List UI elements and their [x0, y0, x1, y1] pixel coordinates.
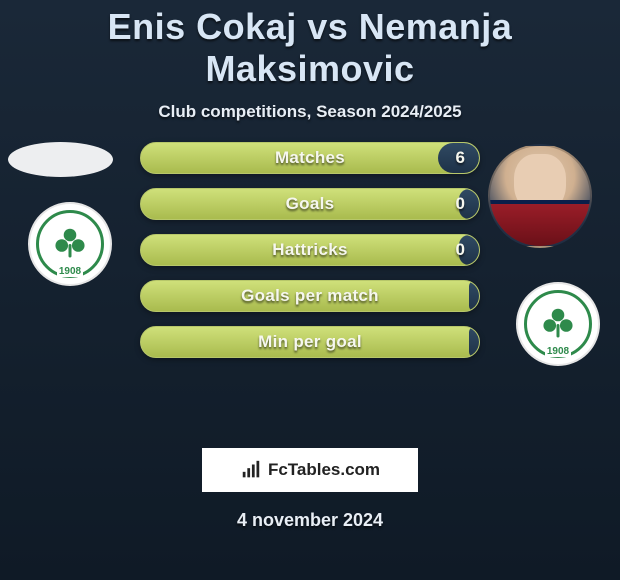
stat-label: Goals per match	[141, 281, 479, 311]
club-logo-inner: 1908	[36, 210, 104, 278]
brand-text: FcTables.com	[268, 460, 380, 480]
stat-value-right: 0	[456, 235, 465, 265]
club-year-left: 1908	[57, 266, 83, 277]
stat-row: Hattricks0	[140, 234, 480, 266]
stat-row: Min per goal	[140, 326, 480, 358]
shamrock-icon	[540, 306, 576, 342]
player-right-club-logo: 1908	[516, 282, 600, 366]
stat-row: Matches6	[140, 142, 480, 174]
infographic-date: 4 november 2024	[0, 510, 620, 531]
player-right-avatar	[488, 144, 592, 248]
shamrock-icon	[52, 226, 88, 262]
stat-label: Matches	[141, 143, 479, 173]
stat-label: Min per goal	[141, 327, 479, 357]
bar-chart-icon	[240, 459, 262, 481]
player-left-avatar	[8, 142, 113, 177]
stat-row: Goals per match	[140, 280, 480, 312]
brand-box: FcTables.com	[202, 448, 418, 492]
player-left-club-logo: 1908	[28, 202, 112, 286]
club-logo-inner: 1908	[524, 290, 592, 358]
stat-value-right: 0	[456, 189, 465, 219]
stat-bars: Matches6Goals0Hattricks0Goals per matchM…	[140, 142, 480, 372]
club-year-right: 1908	[545, 346, 571, 357]
comparison-stage: 1908 1908 Matches6Goals0Hattricks0Goals …	[0, 142, 620, 442]
page-subtitle: Club competitions, Season 2024/2025	[0, 102, 620, 122]
stat-row: Goals0	[140, 188, 480, 220]
stat-label: Goals	[141, 189, 479, 219]
stat-label: Hattricks	[141, 235, 479, 265]
stat-value-right: 6	[456, 143, 465, 173]
page-title: Enis Cokaj vs Nemanja Maksimovic	[0, 6, 620, 90]
